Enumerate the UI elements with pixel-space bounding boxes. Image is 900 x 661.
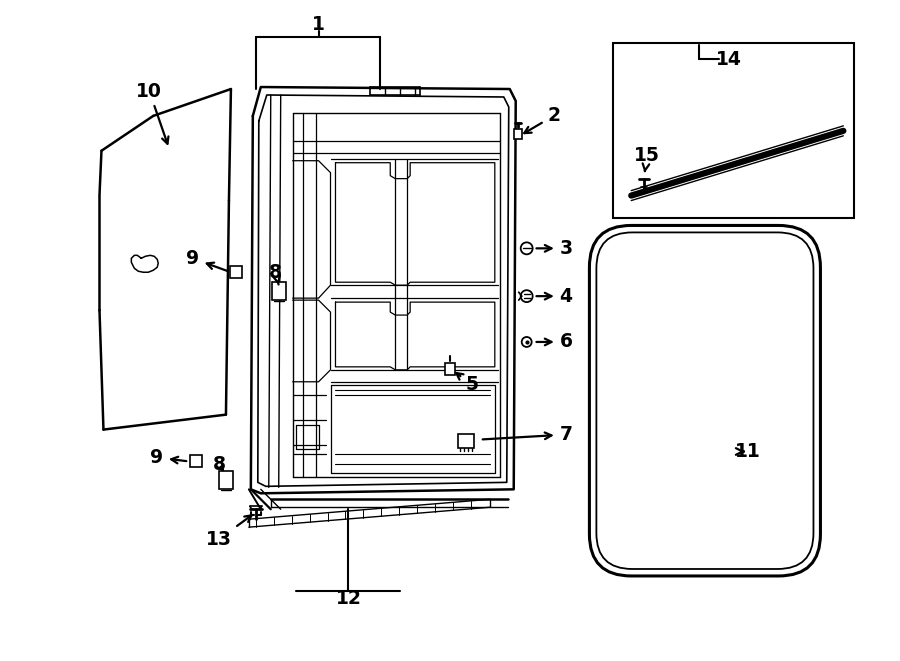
Text: 15: 15 bbox=[634, 146, 660, 171]
Text: 4: 4 bbox=[536, 287, 572, 305]
Text: 10: 10 bbox=[136, 81, 168, 144]
Text: 9: 9 bbox=[150, 448, 186, 467]
Text: 11: 11 bbox=[735, 442, 760, 461]
Bar bbox=[458, 434, 474, 447]
Text: 2: 2 bbox=[524, 106, 560, 133]
Text: 7: 7 bbox=[482, 425, 572, 444]
Text: 1: 1 bbox=[312, 15, 325, 34]
Text: 12: 12 bbox=[336, 590, 362, 608]
Text: 13: 13 bbox=[206, 516, 252, 549]
Bar bbox=[190, 455, 202, 467]
Text: 14: 14 bbox=[716, 50, 742, 69]
Text: 5: 5 bbox=[456, 373, 479, 394]
Bar bbox=[613, 43, 854, 219]
Text: 3: 3 bbox=[536, 239, 572, 258]
Bar bbox=[219, 471, 233, 489]
Text: 8: 8 bbox=[212, 455, 226, 474]
Bar bbox=[230, 266, 242, 278]
Text: 9: 9 bbox=[186, 249, 229, 271]
Text: 6: 6 bbox=[536, 332, 572, 352]
Bar bbox=[445, 363, 455, 375]
Text: 8: 8 bbox=[269, 262, 283, 285]
Bar bbox=[514, 129, 522, 139]
Bar bbox=[272, 282, 285, 300]
